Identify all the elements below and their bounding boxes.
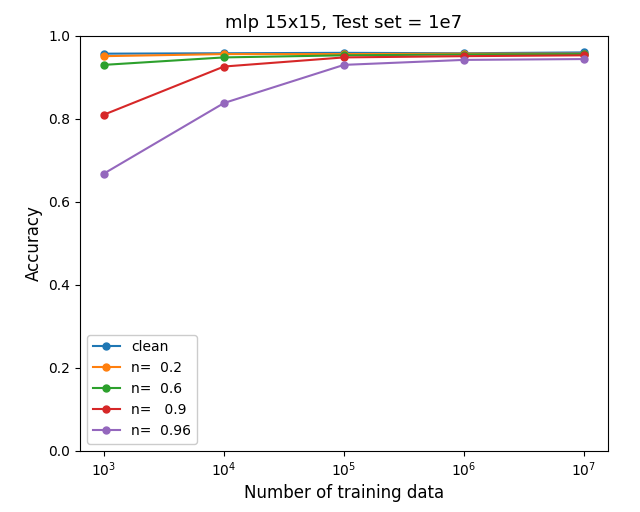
clean xyxy=(340,50,348,56)
clean xyxy=(220,50,228,56)
Y-axis label: Accuracy: Accuracy xyxy=(25,205,43,281)
clean xyxy=(460,50,468,56)
Line: n=  0.6: n= 0.6 xyxy=(100,51,588,68)
n=  0.2 xyxy=(220,51,228,57)
n=  0.2 xyxy=(460,51,468,57)
Line: n=  0.96: n= 0.96 xyxy=(100,56,588,177)
n=   0.9 xyxy=(340,54,348,60)
n=   0.9 xyxy=(580,52,588,58)
n=  0.96 xyxy=(460,57,468,63)
n=  0.6 xyxy=(460,51,468,57)
Title: mlp 15x15, Test set = 1e7: mlp 15x15, Test set = 1e7 xyxy=(225,13,463,32)
clean xyxy=(580,49,588,55)
n=  0.2 xyxy=(340,51,348,57)
n=  0.96 xyxy=(340,62,348,68)
n=  0.2 xyxy=(100,53,108,59)
Line: n=  0.2: n= 0.2 xyxy=(100,50,588,59)
n=  0.96 xyxy=(580,56,588,62)
n=   0.9 xyxy=(100,112,108,118)
n=  0.6 xyxy=(340,52,348,58)
n=  0.96 xyxy=(220,100,228,106)
n=  0.96 xyxy=(100,170,108,177)
n=  0.2 xyxy=(580,51,588,57)
Line: clean: clean xyxy=(100,49,588,57)
Line: n=   0.9: n= 0.9 xyxy=(100,52,588,118)
Legend: clean, n=  0.2, n=  0.6, n=   0.9, n=  0.96: clean, n= 0.2, n= 0.6, n= 0.9, n= 0.96 xyxy=(87,335,197,443)
n=  0.6 xyxy=(100,62,108,68)
n=   0.9 xyxy=(460,53,468,59)
X-axis label: Number of training data: Number of training data xyxy=(244,484,444,502)
n=   0.9 xyxy=(220,63,228,70)
clean xyxy=(100,51,108,57)
n=  0.6 xyxy=(220,54,228,60)
n=  0.6 xyxy=(580,51,588,57)
